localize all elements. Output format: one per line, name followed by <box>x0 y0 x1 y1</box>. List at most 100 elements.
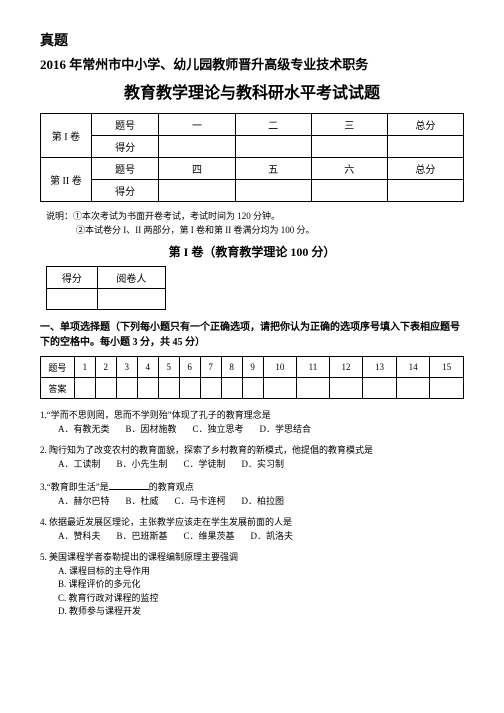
cell: 第 II 卷 <box>41 158 92 202</box>
cell: 3 <box>116 357 137 378</box>
desc-label: 说明： <box>46 211 73 221</box>
cell: 总分 <box>387 158 463 180</box>
cell: 四 <box>159 158 235 180</box>
cell <box>430 378 464 399</box>
question-4: 4. 依据最近发展区理论，主张教学应该走在学生发展前面的人是 A．赞科夫 B．巴… <box>40 516 464 543</box>
option: D．实习制 <box>242 458 285 472</box>
title-line-2: 教育教学理论与教科研水平考试试题 <box>40 79 464 103</box>
option: B．巴班斯基 <box>117 530 168 544</box>
cell <box>387 180 463 202</box>
cell: 14 <box>396 357 430 378</box>
question-2: 2. 陶行知为了改变农村的教育面貌，探索了乡村教育的新模式，他提倡的教育模式是 … <box>40 444 464 471</box>
cell <box>297 378 330 399</box>
cell <box>329 378 363 399</box>
option: D．柏拉图 <box>242 495 285 509</box>
option: C．独立思考 <box>193 423 244 437</box>
desc-line-1: ①本次考试为书面开卷考试，考试时间为 120 分钟。 <box>73 211 280 221</box>
cell: 题号 <box>91 114 159 136</box>
option: A．赫尔巴特 <box>58 495 110 509</box>
cell <box>74 378 95 399</box>
cell: 得分 <box>47 267 98 289</box>
cell: 10 <box>263 357 297 378</box>
option: B．小先生制 <box>117 458 168 472</box>
table-row: 得分 <box>41 180 464 202</box>
cell <box>396 378 430 399</box>
cell: 五 <box>235 158 311 180</box>
option: D．凯洛夫 <box>251 530 294 544</box>
question-options: A．赞科夫 B．巴班斯基 C．维果茨基 D．凯洛夫 <box>40 530 464 544</box>
question-stem: 1.“学而不思则罔，思而不学则殆”体现了孔子的教育理念是 <box>40 409 464 423</box>
cell <box>47 289 98 310</box>
cell <box>179 378 200 399</box>
cell: 二 <box>235 114 311 136</box>
question-5: 5. 美国课程学者泰勒提出的课程编制原理主要强调 A. 课程目标的主导作用 B.… <box>40 551 464 619</box>
option: B. 课程评价的多元化 <box>58 578 253 592</box>
option: C．马卡连柯 <box>175 495 226 509</box>
cell: 7 <box>200 357 221 378</box>
fill-blank <box>109 479 149 490</box>
question-heading: 一、单项选择题（下列每小题只有一个正确选项，请把你认为正确的选项序号填入下表相应… <box>40 320 464 350</box>
table-row: 答案 <box>41 378 464 399</box>
cell: 答案 <box>41 378 75 399</box>
cell <box>363 378 397 399</box>
table-row: 第 II 卷 题号 四 五 六 总分 <box>41 158 464 180</box>
option: A. 课程目标的主导作用 <box>58 565 253 579</box>
cell <box>159 136 235 158</box>
question-3: 3.“教育即生活”是的教育观点 A．赫尔巴特 B．杜威 C．马卡连柯 D．柏拉图 <box>40 479 464 508</box>
cell <box>235 136 311 158</box>
cell: 6 <box>179 357 200 378</box>
cell: 总分 <box>387 114 463 136</box>
cell <box>159 180 235 202</box>
option: B．因材施教 <box>126 423 177 437</box>
desc-line-2: ②本试卷分 I、II 两部分，第 I 卷和第 II 卷满分均为 100 分。 <box>76 225 314 235</box>
table-row: 得分 <box>41 136 464 158</box>
cell: 8 <box>221 357 242 378</box>
answer-table: 题号 1 2 3 4 5 6 7 8 9 10 11 12 13 14 15 答… <box>40 356 464 399</box>
cell: 得分 <box>91 180 159 202</box>
cell: 15 <box>430 357 464 378</box>
cell <box>95 378 116 399</box>
option: C．学徒制 <box>184 458 226 472</box>
question-options: A．有教无类 B．因材施教 C．独立思考 D．学思结合 <box>40 423 464 437</box>
table-row: 题号 1 2 3 4 5 6 7 8 9 10 11 12 13 14 15 <box>41 357 464 378</box>
table-row: 得分 阅卷人 <box>47 267 166 289</box>
grader-table: 得分 阅卷人 <box>46 266 166 310</box>
option: B．杜威 <box>126 495 159 509</box>
cell: 三 <box>311 114 387 136</box>
table-row: 第 I 卷 题号 一 二 三 总分 <box>41 114 464 136</box>
cell: 2 <box>95 357 116 378</box>
cell: 阅卷人 <box>97 267 165 289</box>
cell <box>242 378 263 399</box>
cell <box>221 378 242 399</box>
question-stem: 3.“教育即生活”是的教育观点 <box>40 479 464 495</box>
section-title: 第 I 卷（教育教学理论 100 分） <box>40 243 464 260</box>
cell: 六 <box>311 158 387 180</box>
score-table: 第 I 卷 题号 一 二 三 总分 得分 第 II 卷 题号 四 五 六 总分 … <box>40 113 464 202</box>
title-line-1: 2016 年常州市中小学、幼儿园教师晋升高级专业技术职务 <box>40 54 464 73</box>
cell: 题号 <box>91 158 159 180</box>
cell: 12 <box>329 357 363 378</box>
question-1: 1.“学而不思则罔，思而不学则殆”体现了孔子的教育理念是 A．有教无类 B．因材… <box>40 409 464 436</box>
cell: 13 <box>363 357 397 378</box>
cell: 9 <box>242 357 263 378</box>
cell: 一 <box>159 114 235 136</box>
option: D．学思结合 <box>260 423 312 437</box>
header-label: 真题 <box>40 30 464 50</box>
question-stem: 4. 依据最近发展区理论，主张教学应该走在学生发展前面的人是 <box>40 516 464 530</box>
question-options: A．赫尔巴特 B．杜威 C．马卡连柯 D．柏拉图 <box>40 495 464 509</box>
cell <box>311 136 387 158</box>
option: C. 教育行政对课程的监控 <box>58 592 253 606</box>
question-stem: 2. 陶行知为了改变农村的教育面貌，探索了乡村教育的新模式，他提倡的教育模式是 <box>40 444 464 458</box>
question-options: A. 课程目标的主导作用 B. 课程评价的多元化 C. 教育行政对课程的监控 D… <box>40 565 464 619</box>
cell: 5 <box>158 357 179 378</box>
cell: 得分 <box>91 136 159 158</box>
cell: 题号 <box>41 357 75 378</box>
question-options: A．工读制 B．小先生制 C．学徒制 D．实习制 <box>40 458 464 472</box>
cell <box>137 378 158 399</box>
question-stem: 5. 美国课程学者泰勒提出的课程编制原理主要强调 <box>40 551 464 565</box>
cell: 1 <box>74 357 95 378</box>
option: A．工读制 <box>58 458 101 472</box>
cell <box>97 289 165 310</box>
cell <box>116 378 137 399</box>
questions-block: 1.“学而不思则罔，思而不学则殆”体现了孔子的教育理念是 A．有教无类 B．因材… <box>40 409 464 619</box>
